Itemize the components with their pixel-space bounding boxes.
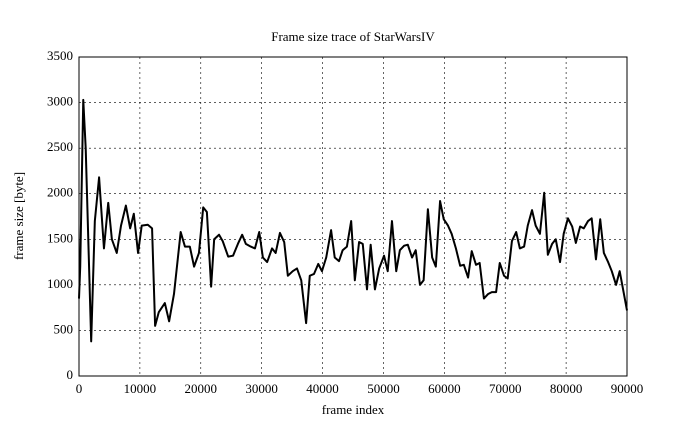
x-tick-label: 70000 (489, 381, 522, 396)
x-tick-label: 0 (76, 381, 83, 396)
x-tick-label: 30000 (245, 381, 278, 396)
y-tick-label: 1000 (47, 276, 73, 291)
y-tick-label: 0 (67, 367, 74, 382)
x-tick-label: 60000 (428, 381, 461, 396)
y-tick-label: 2500 (47, 139, 73, 154)
y-tick-label: 2000 (47, 185, 73, 200)
x-tick-label: 90000 (611, 381, 644, 396)
y-tick-label: 500 (54, 321, 74, 336)
x-axis-label: frame index (322, 402, 385, 417)
chart-title: Frame size trace of StarWarsIV (271, 29, 435, 44)
x-tick-label: 10000 (124, 381, 157, 396)
y-tick-label: 3500 (47, 48, 73, 63)
y-tick-label: 3000 (47, 94, 73, 109)
x-tick-label: 40000 (306, 381, 339, 396)
y-axis-label: frame size [byte] (11, 172, 26, 260)
data-line (78, 98, 628, 343)
x-tick-label: 50000 (367, 381, 400, 396)
x-tick-label: 80000 (550, 381, 583, 396)
y-tick-label: 1500 (47, 230, 73, 245)
x-tick-label: 20000 (185, 381, 218, 396)
plot-frame (78, 56, 628, 377)
